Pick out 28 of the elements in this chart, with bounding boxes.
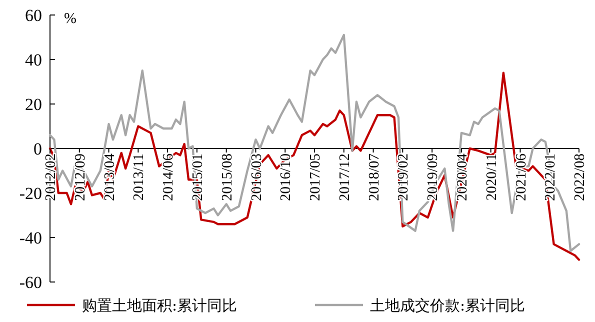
- x-tick-label: 2021/06: [513, 154, 530, 202]
- x-tick-label: 2016/03: [248, 154, 265, 202]
- y-tick-label: 60: [25, 6, 42, 25]
- x-tick-label: 2020/11: [484, 154, 500, 200]
- x-tick-label: 2015/01: [190, 154, 206, 202]
- x-tick-label: 2019/09: [425, 154, 442, 202]
- y-tick-label: 40: [25, 50, 42, 70]
- legend-label: 购置土地面积:累计同比: [82, 296, 238, 314]
- y-axis-title: %: [64, 11, 76, 27]
- x-tick-label: 2016/10: [278, 154, 294, 202]
- x-tick-label: 2017/12: [336, 154, 353, 202]
- x-tick-label: 2012/09: [72, 154, 88, 202]
- y-tick-label: 20: [25, 94, 42, 114]
- y-tick-label: -20: [19, 184, 42, 203]
- x-tick-label: 2017/05: [308, 154, 324, 202]
- y-tick-label: -40: [19, 228, 42, 248]
- x-tick-label: 2015/08: [219, 154, 236, 202]
- x-tick-label: 2019/02: [396, 154, 412, 202]
- x-tick-label: 2018/07: [366, 154, 382, 202]
- x-tick-label: 2022/01: [542, 154, 559, 202]
- x-tick-label: 2013/11: [131, 154, 148, 200]
- x-tick-label: 2013/04: [102, 152, 118, 202]
- x-tick-label: 2014/06: [160, 154, 177, 202]
- y-tick-label: -60: [19, 272, 42, 292]
- legend-label: 土地成交价款:累计同比: [370, 296, 526, 314]
- x-tick-label: 2022/08: [572, 154, 588, 202]
- y-tick-label: 0: [34, 139, 42, 158]
- x-tick-label: 2020/04: [454, 152, 471, 202]
